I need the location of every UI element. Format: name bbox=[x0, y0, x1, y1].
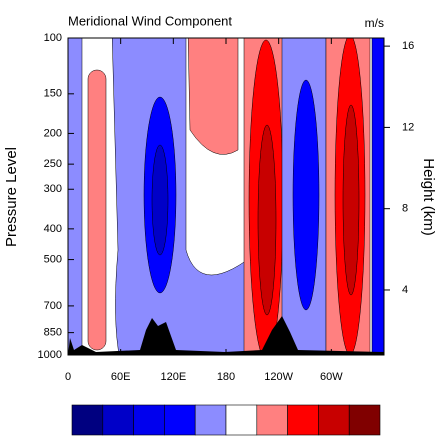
y2-tick-label: 12 bbox=[402, 121, 414, 133]
colorbar-box bbox=[225, 404, 258, 436]
colorbar-box bbox=[71, 404, 104, 436]
x-tick-label: 180 bbox=[217, 371, 235, 383]
y-tick-label: 500 bbox=[44, 253, 62, 265]
y-tick-label: 850 bbox=[44, 327, 62, 339]
y-tick-label: 200 bbox=[44, 127, 62, 139]
colorbar-box bbox=[287, 404, 319, 436]
y-tick-label: 1000 bbox=[38, 349, 62, 361]
colorbar-box bbox=[102, 404, 134, 436]
y2-tick-label: 4 bbox=[402, 284, 408, 296]
units: m/s bbox=[365, 16, 384, 30]
y2-tick-label: 8 bbox=[402, 203, 408, 215]
colorbar-box bbox=[194, 404, 227, 436]
colorbar-box bbox=[133, 404, 165, 436]
colorbar-box bbox=[348, 404, 381, 436]
y-tick-label: 150 bbox=[44, 88, 62, 100]
y-tick-label: 250 bbox=[44, 158, 62, 170]
y-tick-label: 400 bbox=[44, 223, 62, 235]
contour-field bbox=[68, 38, 384, 355]
colorbar-box bbox=[318, 404, 350, 436]
y2-tick-label: 16 bbox=[402, 40, 414, 52]
chart-title: Meridional Wind Component bbox=[68, 13, 232, 28]
y-tick-label: 300 bbox=[44, 183, 62, 195]
x-tick-label: 60E bbox=[111, 371, 131, 383]
y-axis-label: Pressure Level bbox=[3, 147, 20, 247]
colorbar-box bbox=[164, 404, 196, 436]
colorbar-box bbox=[256, 404, 288, 436]
x-tick-label: 60W bbox=[320, 371, 343, 383]
y2-axis-label: Height (km) bbox=[420, 158, 437, 236]
x-tick-label: 120E bbox=[160, 371, 186, 383]
y-tick-label: 100 bbox=[44, 32, 62, 44]
y-tick-label: 700 bbox=[44, 300, 62, 312]
x-tick-label: 0 bbox=[65, 371, 71, 383]
x-tick-label: 120W bbox=[264, 371, 293, 383]
